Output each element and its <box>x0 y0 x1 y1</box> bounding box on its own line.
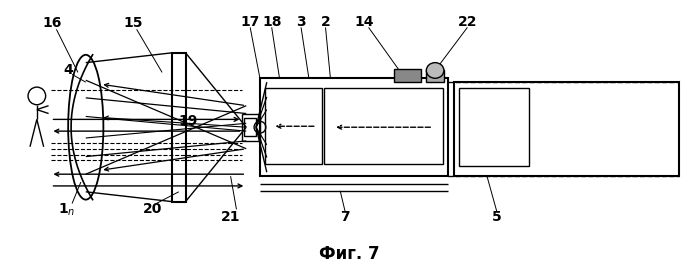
Text: 15: 15 <box>123 16 142 30</box>
Bar <box>459 88 529 166</box>
Text: 1$_n$: 1$_n$ <box>57 201 75 218</box>
Bar <box>244 118 256 136</box>
Text: 18: 18 <box>262 15 281 28</box>
Text: 7: 7 <box>340 210 350 224</box>
Text: 16: 16 <box>43 16 62 30</box>
Text: Фиг. 7: Фиг. 7 <box>319 246 379 263</box>
Bar <box>260 78 448 176</box>
Bar <box>394 68 422 82</box>
Text: 3: 3 <box>296 15 306 28</box>
Bar <box>265 88 322 164</box>
Ellipse shape <box>426 63 444 78</box>
Bar <box>426 70 444 82</box>
Text: 5: 5 <box>492 210 502 224</box>
Text: 14: 14 <box>355 15 374 28</box>
Bar <box>172 53 186 202</box>
Text: 17: 17 <box>241 15 260 28</box>
Bar <box>242 113 260 141</box>
Text: 4: 4 <box>64 64 73 78</box>
Bar <box>324 88 443 164</box>
Text: 20: 20 <box>142 202 162 216</box>
Text: 21: 21 <box>221 210 240 224</box>
Text: 19: 19 <box>179 114 198 128</box>
Text: 22: 22 <box>458 15 477 28</box>
Bar <box>454 82 678 176</box>
Text: 2: 2 <box>320 15 330 28</box>
